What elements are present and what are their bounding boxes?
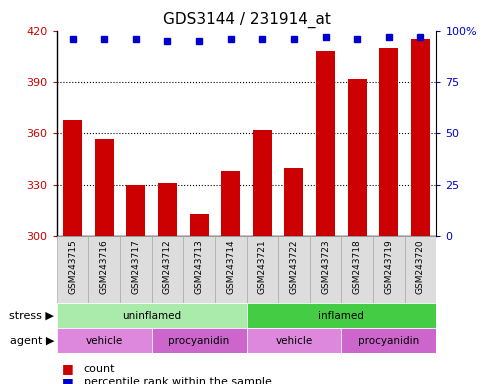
Text: GSM243714: GSM243714 [226, 240, 235, 294]
Text: ■: ■ [62, 376, 73, 384]
Bar [183, 236, 215, 303]
Bar [152, 328, 246, 353]
Text: GSM243718: GSM243718 [352, 240, 362, 294]
Bar [348, 79, 367, 236]
Bar [57, 236, 88, 303]
Bar [221, 171, 240, 236]
Bar [120, 236, 152, 303]
Bar [57, 328, 152, 353]
Bar [310, 236, 341, 303]
Text: GSM243715: GSM243715 [68, 240, 77, 294]
Bar [405, 236, 436, 303]
Bar [411, 39, 430, 236]
Text: GSM243716: GSM243716 [100, 240, 108, 294]
Bar [316, 51, 335, 236]
Text: GSM243722: GSM243722 [289, 240, 298, 294]
Bar [341, 236, 373, 303]
Text: GDS3144 / 231914_at: GDS3144 / 231914_at [163, 12, 330, 28]
Bar [152, 236, 183, 303]
Text: GSM243720: GSM243720 [416, 240, 425, 294]
Bar [126, 185, 145, 236]
Bar [246, 236, 278, 303]
Text: vehicle: vehicle [275, 336, 313, 346]
Bar [215, 236, 246, 303]
Text: percentile rank within the sample: percentile rank within the sample [84, 377, 272, 384]
Bar [63, 120, 82, 236]
Text: procyanidin: procyanidin [169, 336, 230, 346]
Bar [57, 303, 246, 328]
Text: GSM243719: GSM243719 [385, 240, 393, 294]
Text: procyanidin: procyanidin [358, 336, 420, 346]
Bar [88, 236, 120, 303]
Bar [189, 214, 209, 236]
Bar [253, 130, 272, 236]
Text: GSM243721: GSM243721 [258, 240, 267, 294]
Text: count: count [84, 364, 115, 374]
Text: ■: ■ [62, 362, 73, 375]
Bar [95, 139, 113, 236]
Bar [284, 168, 304, 236]
Bar [278, 236, 310, 303]
Bar [158, 183, 177, 236]
Bar [373, 236, 405, 303]
Text: GSM243723: GSM243723 [321, 240, 330, 294]
Text: GSM243713: GSM243713 [195, 240, 204, 294]
Text: vehicle: vehicle [85, 336, 123, 346]
Text: agent ▶: agent ▶ [10, 336, 54, 346]
Bar [380, 48, 398, 236]
Text: uninflamed: uninflamed [122, 311, 181, 321]
Text: GSM243712: GSM243712 [163, 240, 172, 294]
Bar [246, 328, 341, 353]
Text: inflamed: inflamed [318, 311, 364, 321]
Text: GSM243717: GSM243717 [131, 240, 141, 294]
Bar [341, 328, 436, 353]
Bar [246, 303, 436, 328]
Text: stress ▶: stress ▶ [9, 311, 54, 321]
